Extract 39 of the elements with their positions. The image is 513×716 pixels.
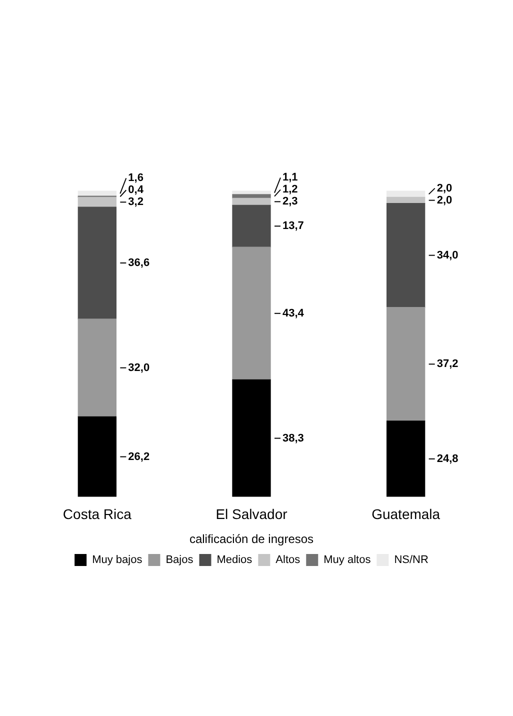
bar bbox=[232, 194, 271, 198]
x-tick-label: Costa Rica bbox=[62, 506, 132, 522]
bar bbox=[78, 206, 116, 320]
data-label: 38,3 bbox=[282, 432, 304, 444]
bar bbox=[386, 420, 426, 497]
legend-label: Altos bbox=[276, 554, 301, 566]
data-label: 2,3 bbox=[282, 196, 298, 208]
legend-label: Medios bbox=[216, 554, 253, 566]
bar bbox=[232, 204, 271, 248]
data-label: 36,6 bbox=[128, 256, 150, 269]
bar bbox=[232, 246, 271, 380]
data-label: 13,7 bbox=[282, 220, 304, 232]
data-label: 26,2 bbox=[128, 450, 150, 463]
bar bbox=[232, 379, 271, 497]
data-label: 2,0 bbox=[436, 182, 452, 194]
x-tick-label: Guatemala bbox=[372, 506, 440, 522]
data-label: 1,6 bbox=[128, 172, 144, 184]
data-label: 1,2 bbox=[282, 184, 298, 196]
data-label: 3,2 bbox=[128, 196, 144, 208]
legend-title: calificación de ingresos bbox=[189, 532, 314, 546]
legend-label: Muy altos bbox=[324, 554, 372, 566]
data-label: 37,2 bbox=[436, 358, 458, 370]
legend-label: Bajos bbox=[166, 554, 194, 566]
bar bbox=[232, 198, 271, 206]
data-label: 32,0 bbox=[128, 362, 150, 374]
data-label: 43,4 bbox=[282, 307, 305, 320]
bar bbox=[386, 306, 426, 422]
legend-label: NS/NR bbox=[394, 554, 428, 566]
data-label: 0,4 bbox=[128, 184, 144, 196]
data-label: 1,1 bbox=[282, 172, 298, 184]
legend-label: Muy bajos bbox=[92, 554, 143, 566]
bar bbox=[78, 318, 116, 418]
bar bbox=[386, 203, 426, 308]
x-tick-label: El Salvador bbox=[216, 506, 288, 522]
data-label: 24,8 bbox=[436, 452, 458, 465]
data-label: 2,0 bbox=[436, 194, 452, 206]
bar bbox=[78, 196, 116, 208]
bar bbox=[78, 416, 116, 497]
data-label: 34,0 bbox=[436, 249, 458, 262]
